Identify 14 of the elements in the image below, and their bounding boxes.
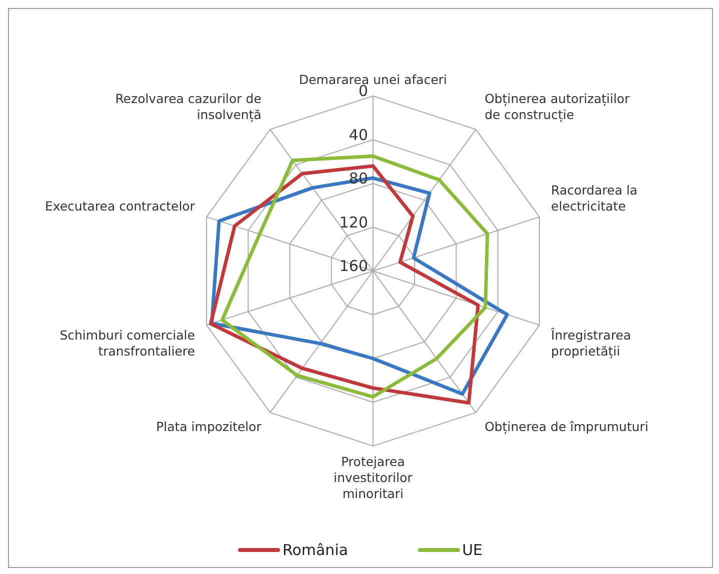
spoke-label: Înregistrarea proprietății xyxy=(550,328,632,359)
spoke-label: Obținerea de împrumuturi xyxy=(484,419,648,434)
y-tick-label: 40 xyxy=(348,126,368,144)
spoke-label: Racordarea la electricitate xyxy=(551,182,638,214)
spoke-label: Protejarea investitorilor minoritari xyxy=(334,454,414,501)
spoke-label: Schimburi comerciale transfrontaliere xyxy=(60,328,196,359)
legend-label: România xyxy=(281,541,348,559)
spoke-label: Rezolvarea cazurilor de insolvență xyxy=(115,90,262,122)
y-tick-label: 160 xyxy=(339,257,368,275)
legend-label: UE xyxy=(461,541,483,559)
spoke-label: Plata impozitelor xyxy=(156,419,262,434)
spoke-label: Executarea contractelor xyxy=(44,198,196,214)
y-tick-label: 120 xyxy=(339,213,368,232)
spoke-label: Obținerea autorizațiilor de construcție xyxy=(484,90,630,122)
